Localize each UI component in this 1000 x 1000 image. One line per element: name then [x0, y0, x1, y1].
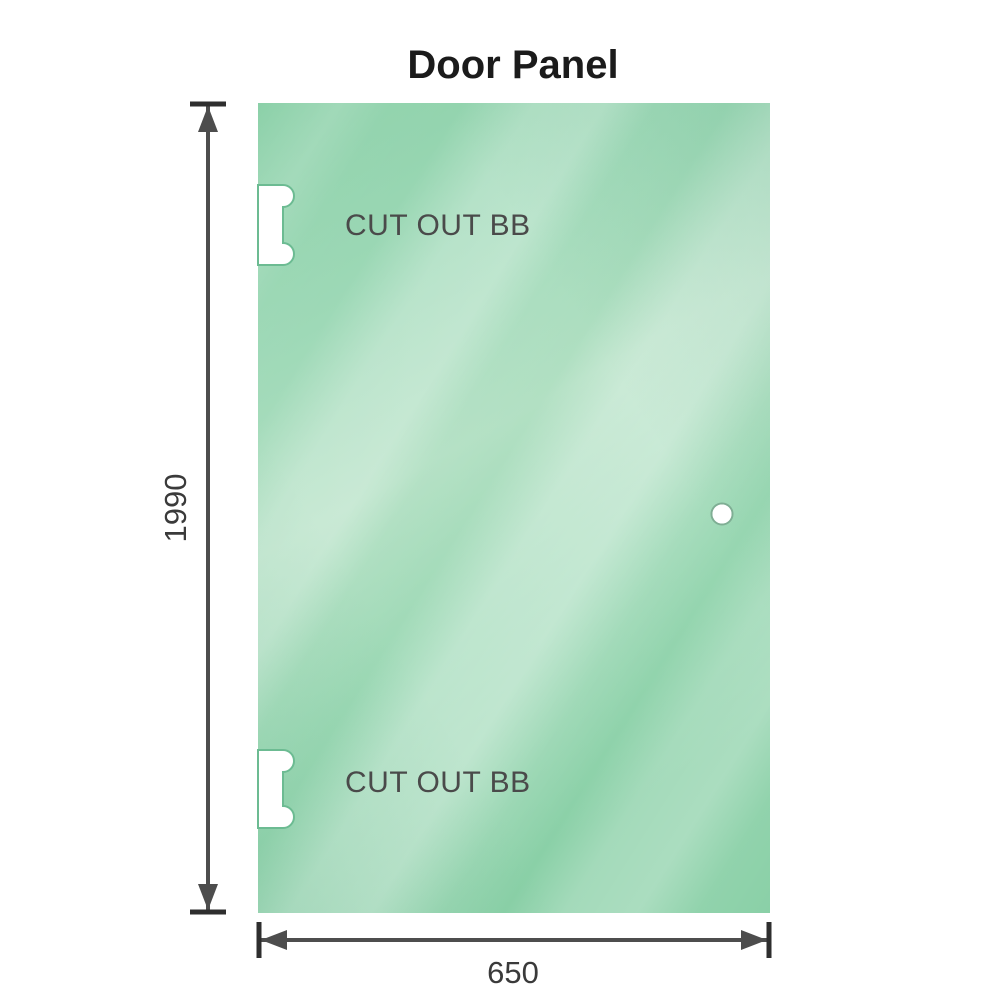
width-arrow-left-icon: [261, 930, 287, 950]
height-arrow-up-icon: [198, 106, 218, 132]
width-arrow-right-icon: [741, 930, 767, 950]
glass-door-panel: [257, 103, 770, 913]
height-arrow-down-icon: [198, 884, 218, 910]
cut-out-bb-lower-edge: [257, 749, 295, 829]
height-dimension-label: 1990: [158, 474, 193, 543]
panel-shading: [258, 103, 770, 913]
width-dimension-label: 650: [487, 955, 539, 990]
width-dimension: 650: [256, 922, 772, 990]
page-title: Door Panel: [407, 43, 618, 87]
cut-out-bb-upper-edge: [257, 184, 295, 266]
cut-out-bb-upper-label: CUT OUT BB: [345, 209, 531, 242]
cut-out-bb-lower-label: CUT OUT BB: [345, 766, 531, 799]
handle-hole-ring: [710, 502, 734, 526]
handle-hole: [712, 504, 732, 524]
height-dimension: 1990: [158, 101, 226, 915]
